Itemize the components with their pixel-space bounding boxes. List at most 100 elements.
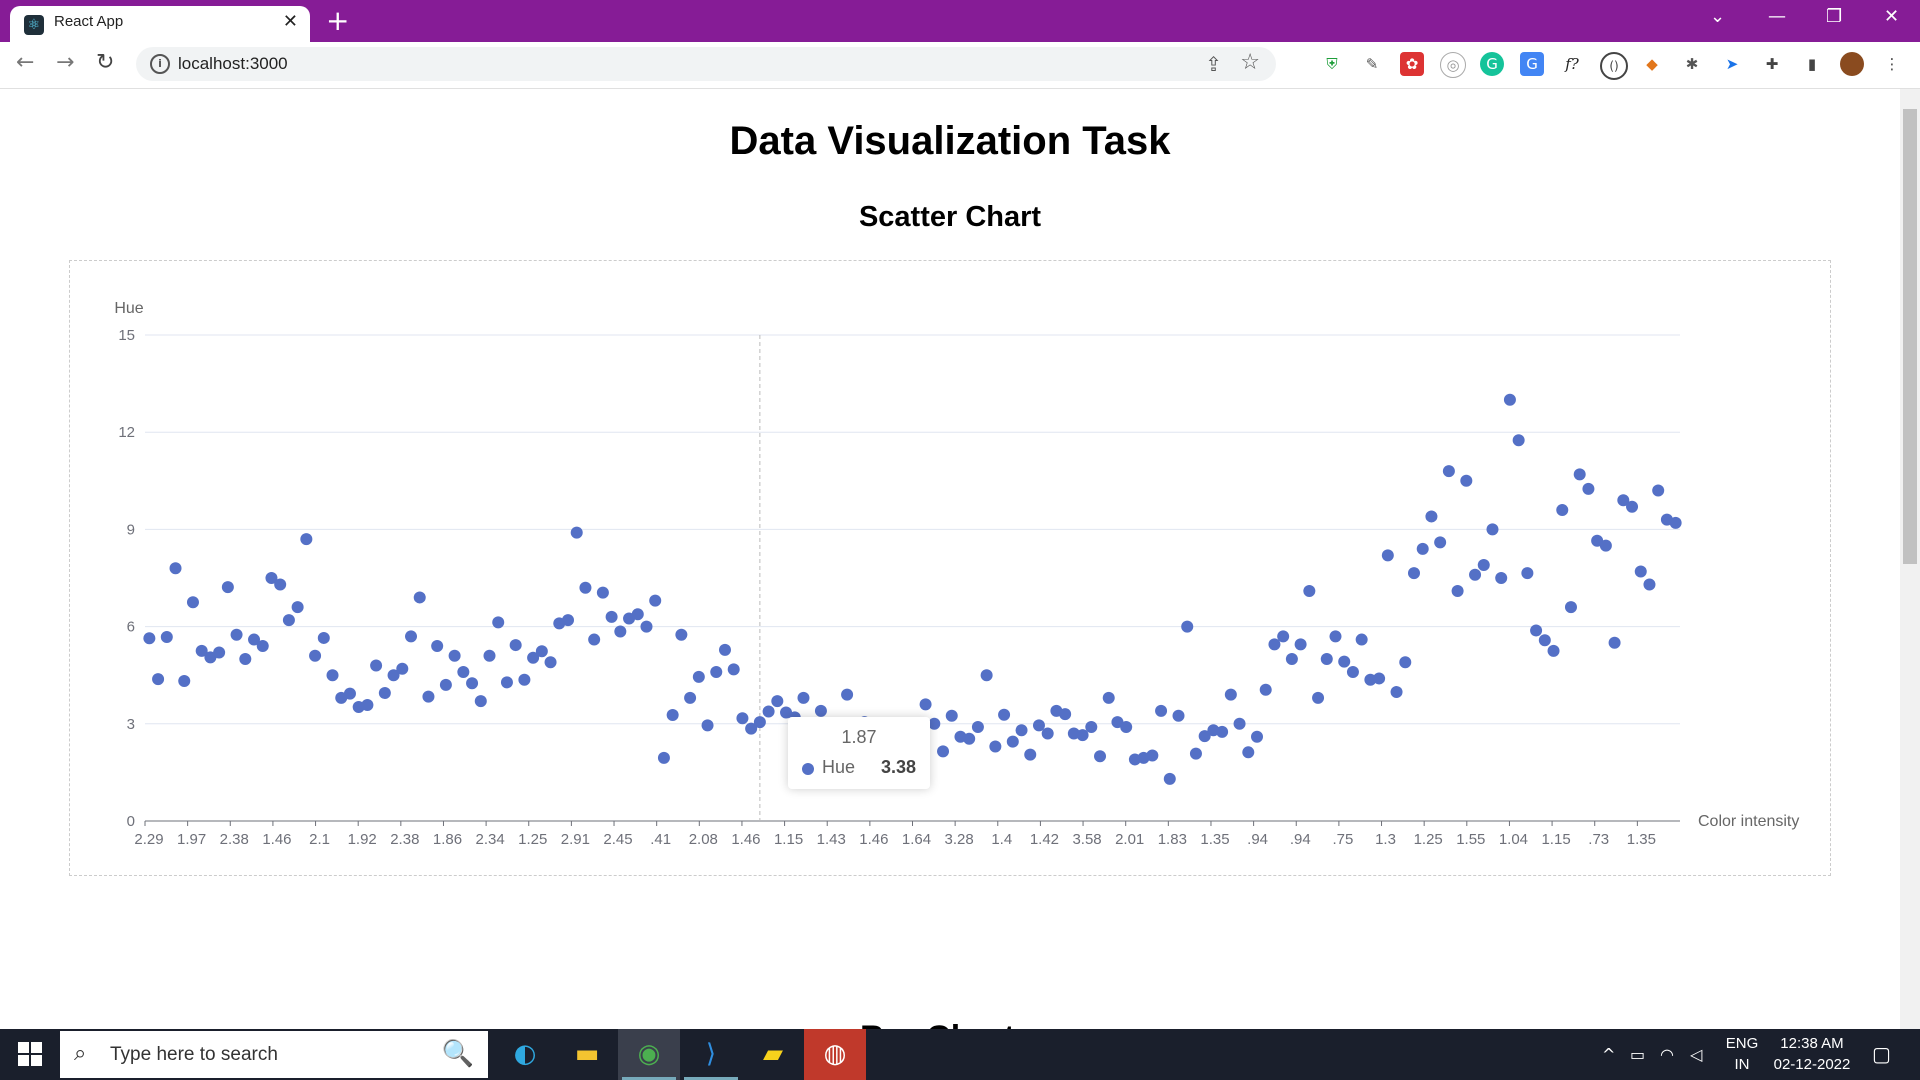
data-point[interactable] [544, 656, 557, 669]
data-point[interactable] [797, 691, 810, 704]
data-point[interactable] [1041, 727, 1054, 740]
data-point[interactable] [841, 688, 854, 701]
data-point[interactable] [326, 669, 339, 682]
data-point[interactable] [1530, 624, 1543, 637]
data-point[interactable] [579, 581, 592, 594]
data-point[interactable] [256, 640, 269, 653]
data-point[interactable] [937, 745, 950, 758]
data-point[interactable] [239, 653, 252, 665]
f-icon[interactable]: f? [1565, 55, 1579, 73]
data-point[interactable] [1556, 503, 1569, 516]
data-point[interactable] [1111, 716, 1124, 729]
share-icon[interactable]: ⇪ [1205, 52, 1222, 76]
data-point[interactable] [1643, 578, 1656, 591]
data-point[interactable] [169, 562, 182, 575]
data-point[interactable] [762, 705, 775, 718]
data-point[interactable] [919, 698, 932, 711]
data-point[interactable] [640, 620, 653, 633]
data-point[interactable] [710, 665, 723, 678]
data-point[interactable] [1634, 565, 1647, 578]
data-point[interactable] [1320, 653, 1333, 665]
data-point[interactable] [1268, 638, 1281, 651]
scatter-chart[interactable]: 2.29 1.97 2.38 1.46 2.1 1.92 2.38 1.86 2.34 1.25 2… [70, 261, 1830, 875]
data-point[interactable] [413, 591, 426, 604]
scrollbar-thumb[interactable] [1903, 109, 1917, 564]
data-point[interactable] [1294, 638, 1307, 651]
data-point[interactable] [649, 594, 662, 607]
circle-icon[interactable]: ◎ [1440, 52, 1466, 78]
data-point[interactable] [631, 608, 644, 621]
data-point[interactable] [692, 670, 705, 683]
data-point[interactable] [1434, 536, 1447, 549]
taskbar-search[interactable]: ⌕ Type here to search 🔍 [60, 1031, 488, 1078]
data-point[interactable] [221, 581, 234, 594]
data-point[interactable] [213, 646, 226, 659]
data-point[interactable] [1242, 746, 1255, 759]
profile-avatar[interactable] [1840, 52, 1864, 76]
close-tab-icon[interactable]: ✕ [282, 11, 298, 32]
data-point[interactable] [736, 712, 749, 725]
data-point[interactable] [945, 709, 958, 722]
data-point[interactable] [1460, 474, 1473, 487]
data-point[interactable] [1338, 655, 1351, 668]
data-point[interactable] [1399, 656, 1412, 669]
wifi-icon[interactable]: ◠ [1660, 1045, 1674, 1064]
notifications-icon[interactable]: ▢ [1872, 1042, 1891, 1066]
data-point[interactable] [963, 732, 976, 745]
data-point[interactable] [1416, 542, 1429, 555]
data-point[interactable] [701, 719, 714, 732]
new-tab-button[interactable]: + [326, 4, 350, 37]
volume-icon[interactable]: ◁ [1690, 1045, 1703, 1064]
data-point[interactable] [1547, 644, 1560, 657]
data-point[interactable] [431, 640, 444, 653]
data-point[interactable] [535, 645, 548, 658]
browser-tab[interactable]: ⚛ React App ✕ [10, 6, 310, 42]
bug-icon[interactable]: ✱ [1685, 55, 1699, 73]
data-point[interactable] [1512, 434, 1525, 447]
shield-icon[interactable]: ⛨ [1326, 55, 1338, 73]
data-point[interactable] [448, 649, 461, 662]
data-point[interactable] [605, 610, 618, 623]
data-point[interactable] [1303, 584, 1316, 597]
data-point[interactable] [1181, 620, 1194, 633]
data-point[interactable] [596, 586, 609, 599]
data-point[interactable] [614, 625, 627, 638]
data-point[interactable] [178, 675, 191, 688]
data-point[interactable] [509, 639, 522, 652]
data-point[interactable] [1573, 468, 1586, 481]
data-point[interactable] [309, 649, 322, 662]
data-point[interactable] [1216, 725, 1229, 738]
data-point[interactable] [570, 526, 583, 539]
data-point[interactable] [317, 631, 330, 644]
data-point[interactable] [492, 616, 505, 629]
data-point[interactable] [780, 706, 793, 719]
data-point[interactable] [1582, 482, 1595, 495]
data-point[interactable] [152, 673, 165, 686]
data-point[interactable] [1608, 636, 1621, 649]
puzzle-red-icon[interactable]: ✿ [1400, 52, 1424, 76]
data-point[interactable] [1015, 724, 1028, 737]
data-point[interactable] [1495, 572, 1508, 584]
data-point[interactable] [753, 716, 766, 729]
reload-button[interactable]: ↻ [96, 50, 115, 75]
data-point[interactable] [422, 690, 435, 703]
data-point[interactable] [561, 614, 574, 627]
menu-icon[interactable]: ⋮ [1884, 55, 1900, 73]
dropper-icon[interactable]: ✎ [1365, 55, 1379, 73]
back-button[interactable]: ← [16, 50, 35, 75]
data-point[interactable] [1407, 567, 1420, 580]
restore-button[interactable]: ❐ [1826, 6, 1843, 27]
data-point[interactable] [1442, 465, 1455, 478]
data-point[interactable] [1652, 484, 1665, 497]
data-point[interactable] [527, 651, 540, 664]
data-point[interactable] [204, 651, 217, 664]
data-point[interactable] [1373, 672, 1386, 685]
data-point[interactable] [666, 709, 679, 722]
data-point[interactable] [230, 628, 243, 641]
data-point[interactable] [1032, 719, 1045, 732]
fox-icon[interactable]: ◆ [1646, 55, 1658, 73]
data-point[interactable] [1172, 709, 1185, 722]
data-point[interactable] [1224, 688, 1237, 701]
data-point[interactable] [928, 717, 941, 730]
chrome-icon[interactable]: ◉ [618, 1029, 680, 1080]
